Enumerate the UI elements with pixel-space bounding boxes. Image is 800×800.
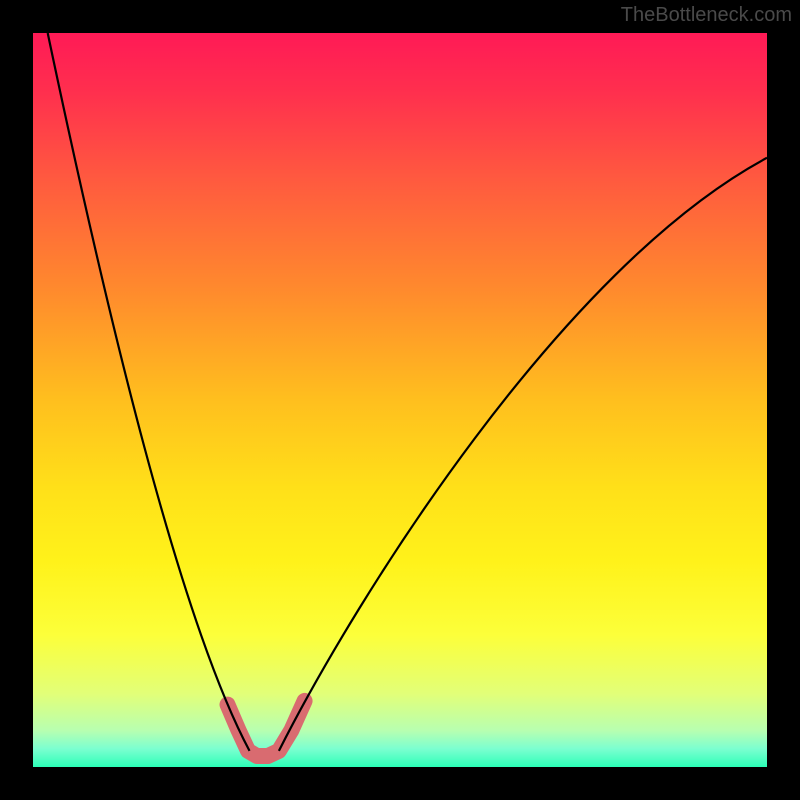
chart-container: TheBottleneck.com [0, 0, 800, 800]
chart-svg [33, 33, 767, 767]
plot-area [33, 33, 767, 767]
watermark-text: TheBottleneck.com [621, 4, 792, 27]
